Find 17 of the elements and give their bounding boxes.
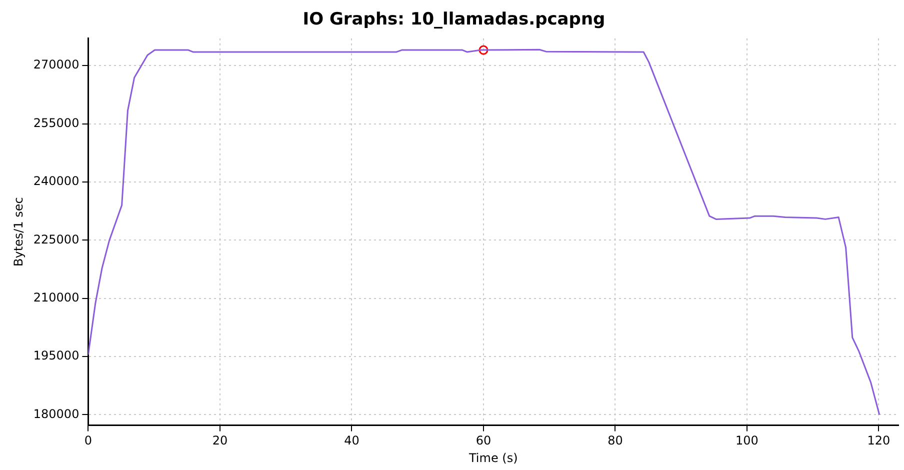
y-tick-label: 240000 [33, 174, 80, 188]
x-tick-label: 40 [344, 434, 360, 448]
y-tick-label: 225000 [33, 232, 80, 246]
x-tick-label: 20 [212, 434, 228, 448]
x-tick-label: 60 [476, 434, 492, 448]
y-tick-label: 210000 [33, 290, 80, 304]
x-tick-label: 0 [84, 434, 92, 448]
x-axis-title: Time (s) [468, 450, 518, 465]
x-tick-label: 120 [867, 434, 890, 448]
y-axis-title: Bytes/1 sec [11, 197, 26, 267]
chart-title: IO Graphs: 10_llamadas.pcapng [302, 10, 606, 30]
y-tick-label: 180000 [33, 406, 80, 421]
y-tick-label: 195000 [33, 348, 80, 363]
y-tick-label: 255000 [33, 116, 80, 130]
y-tick-label: 270000 [33, 58, 80, 72]
x-tick-label: 100 [736, 434, 758, 448]
x-tick-label: 80 [608, 434, 623, 448]
